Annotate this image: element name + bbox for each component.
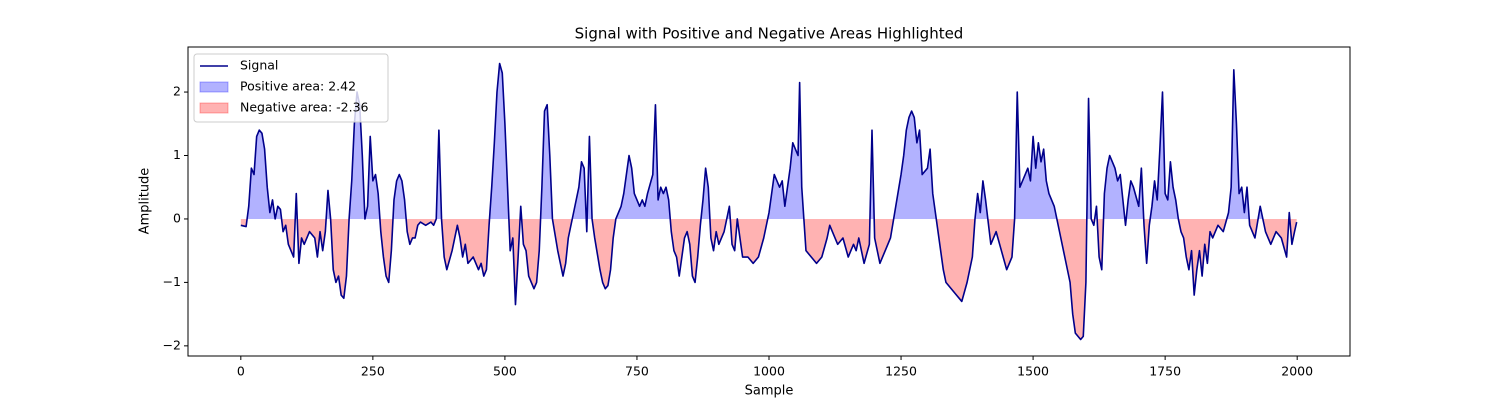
x-tick-label: 0 (237, 364, 245, 379)
x-tick-label: 1250 (885, 364, 917, 379)
x-tick-label: 750 (625, 364, 649, 379)
legend-label: Negative area: -2.36 (240, 100, 369, 115)
legend-label: Positive area: 2.42 (240, 79, 356, 94)
y-tick-label: −2 (163, 337, 181, 352)
y-tick-label: 2 (173, 84, 181, 99)
signal-line (240, 62, 1298, 341)
legend-swatch (199, 81, 229, 93)
y-tick-label: 1 (173, 147, 181, 162)
x-tick-label: 2000 (1281, 364, 1313, 379)
legend-box (193, 53, 389, 123)
plot-area: 0 250 500 750 1000 1250 1500 1750 2000 −2 −1 0 1 2 Sig… (163, 46, 1351, 379)
x-tick-label: 1000 (753, 364, 785, 379)
y-tick-label: −1 (163, 274, 181, 289)
x-tick-label: 500 (493, 364, 517, 379)
x-axis-label: Sample (745, 384, 794, 399)
y-tick-label: 0 (173, 210, 181, 225)
x-tick-label: 1500 (1017, 364, 1049, 379)
y-axis-label: Amplitude (138, 168, 153, 235)
x-tick-label: 250 (361, 364, 385, 379)
legend-swatch (199, 102, 229, 114)
x-tick-label: 1750 (1149, 364, 1181, 379)
legend-label: Signal (240, 58, 278, 73)
positive-area (247, 63, 1290, 219)
chart-title: Signal with Positive and Negative Areas … (575, 25, 964, 43)
